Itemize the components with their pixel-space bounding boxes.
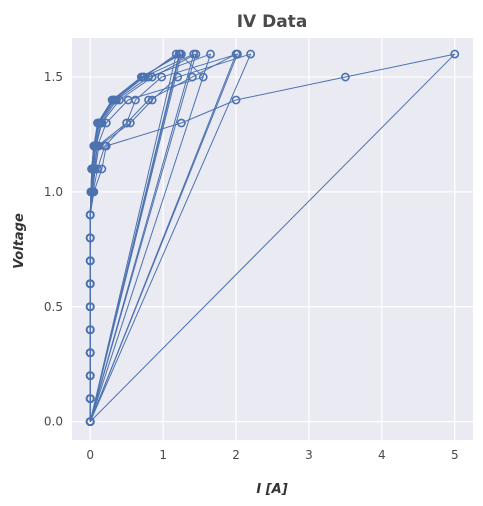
data-point — [187, 72, 197, 82]
data-point — [101, 118, 111, 128]
data-point — [450, 49, 460, 59]
y-tick-label: 1.5 — [44, 70, 63, 84]
data-point — [85, 302, 95, 312]
data-point — [85, 417, 95, 427]
data-point — [93, 164, 102, 174]
data-point — [246, 49, 256, 59]
x-axis-label: I [A] — [256, 482, 287, 497]
data-point — [85, 256, 95, 266]
data-point — [85, 210, 95, 220]
y-tick-label: 0.0 — [44, 415, 63, 429]
data-point — [125, 118, 135, 128]
data-point — [175, 49, 185, 59]
data-point — [85, 348, 95, 358]
data-point — [144, 95, 153, 105]
y-tick-label: 0.5 — [44, 300, 63, 314]
data-point — [147, 72, 157, 82]
data-point — [93, 118, 103, 128]
x-tick-label: 1 — [159, 448, 167, 462]
markers-layer — [85, 49, 460, 427]
data-point — [173, 72, 183, 82]
y-tick-label: 1.0 — [44, 185, 63, 199]
data-point — [101, 141, 111, 151]
data-point — [85, 233, 95, 243]
data-point — [206, 49, 215, 59]
x-tick-label: 0 — [86, 448, 94, 462]
data-point — [122, 118, 132, 128]
data-point — [139, 72, 148, 82]
data-point — [112, 95, 121, 105]
data-point — [231, 49, 241, 59]
data-point — [341, 72, 350, 82]
data-point — [147, 95, 157, 105]
grid-lines — [72, 38, 473, 440]
y-tick-labels: 0.0 0.5 1.0 1.5 — [44, 70, 63, 429]
data-point — [85, 279, 95, 289]
data-point — [123, 95, 133, 105]
data-point — [189, 49, 199, 59]
data-point — [144, 72, 153, 82]
data-point — [198, 72, 208, 82]
data-point — [171, 49, 181, 59]
data-point — [157, 72, 167, 82]
data-point — [93, 141, 102, 151]
data-point — [231, 95, 241, 105]
x-tick-label: 3 — [305, 448, 313, 462]
data-point — [85, 325, 95, 335]
data-point — [108, 95, 118, 105]
data-point — [90, 164, 100, 174]
data-point — [85, 394, 95, 404]
x-tick-label: 2 — [232, 448, 240, 462]
data-point — [88, 187, 97, 197]
x-tick-labels: 0 1 2 3 4 5 — [86, 448, 458, 462]
x-tick-label: 4 — [378, 448, 386, 462]
data-point — [85, 371, 95, 381]
data-point — [96, 118, 106, 128]
x-tick-label: 5 — [451, 448, 459, 462]
y-axis-label: Voltage — [12, 213, 27, 269]
chart-title: IV Data — [237, 12, 308, 32]
data-point — [176, 118, 186, 128]
